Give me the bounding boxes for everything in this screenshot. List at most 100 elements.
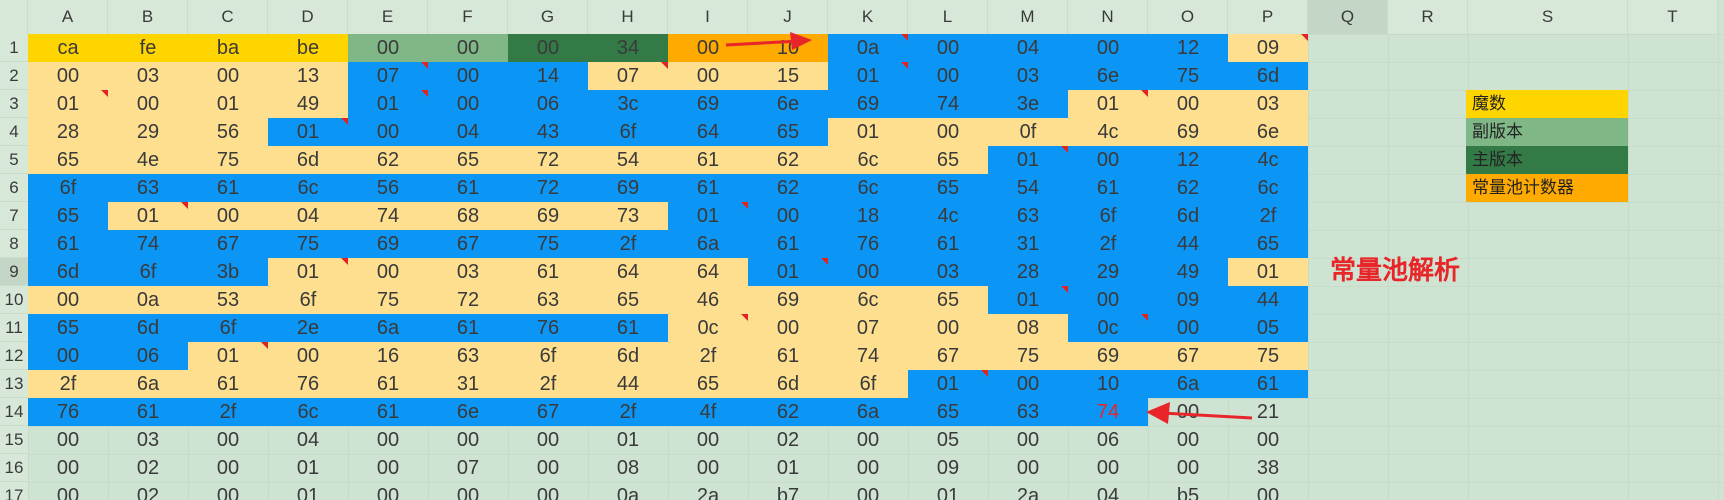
cell-g4[interactable]: 43: [508, 118, 588, 146]
cell-k4[interactable]: 01: [828, 118, 908, 146]
cell-j2[interactable]: 15: [748, 62, 828, 90]
cell-p3[interactable]: 03: [1228, 90, 1308, 118]
cell-j17[interactable]: b7: [776, 485, 800, 500]
column-header-m[interactable]: M: [988, 0, 1068, 34]
cell-a12[interactable]: 00: [28, 342, 108, 370]
cell-g17[interactable]: 00: [536, 485, 560, 500]
cell-p5[interactable]: 4c: [1228, 146, 1308, 174]
column-header-s[interactable]: S: [1468, 0, 1628, 34]
cell-e2[interactable]: 07: [348, 62, 428, 90]
comment-indicator-icon[interactable]: [1141, 90, 1148, 97]
cell-i6[interactable]: 61: [668, 174, 748, 202]
cell-k14[interactable]: 6a: [828, 398, 908, 426]
cell-l1[interactable]: 00: [908, 34, 988, 62]
cell-i16[interactable]: 00: [696, 457, 720, 479]
cell-m16[interactable]: 00: [1016, 457, 1040, 479]
cell-n1[interactable]: 00: [1068, 34, 1148, 62]
cell-a1[interactable]: ca: [28, 34, 108, 62]
cell-p14[interactable]: 21: [1256, 401, 1280, 423]
cell-g15[interactable]: 00: [536, 429, 560, 451]
cell-h13[interactable]: 44: [588, 370, 668, 398]
comment-indicator-icon[interactable]: [1301, 34, 1308, 41]
cell-d15[interactable]: 04: [296, 429, 320, 451]
cell-a8[interactable]: 61: [28, 230, 108, 258]
cell-n10[interactable]: 00: [1068, 286, 1148, 314]
select-all-corner[interactable]: [0, 0, 28, 34]
cell-p1[interactable]: 09: [1228, 34, 1308, 62]
cell-b6[interactable]: 63: [108, 174, 188, 202]
cell-m10[interactable]: 01: [988, 286, 1068, 314]
cell-e4[interactable]: 00: [348, 118, 428, 146]
cell-e17[interactable]: 00: [376, 485, 400, 500]
cell-o5[interactable]: 12: [1148, 146, 1228, 174]
comment-indicator-icon[interactable]: [341, 118, 348, 125]
cell-e1[interactable]: 00: [348, 34, 428, 62]
cell-e14[interactable]: 61: [348, 398, 428, 426]
cell-f17[interactable]: 00: [456, 485, 480, 500]
cell-c6[interactable]: 61: [188, 174, 268, 202]
cell-j7[interactable]: 00: [748, 202, 828, 230]
cell-f3[interactable]: 00: [428, 90, 508, 118]
cell-a3[interactable]: 01: [28, 90, 108, 118]
cell-b10[interactable]: 0a: [108, 286, 188, 314]
cell-i7[interactable]: 01: [668, 202, 748, 230]
cell-k10[interactable]: 6c: [828, 286, 908, 314]
cell-d12[interactable]: 00: [268, 342, 348, 370]
cell-i14[interactable]: 4f: [668, 398, 748, 426]
cell-f11[interactable]: 61: [428, 314, 508, 342]
cell-a9[interactable]: 6d: [28, 258, 108, 286]
cell-p15[interactable]: 00: [1256, 429, 1280, 451]
cell-b12[interactable]: 06: [108, 342, 188, 370]
cell-i3[interactable]: 69: [668, 90, 748, 118]
cell-e13[interactable]: 61: [348, 370, 428, 398]
cell-p13[interactable]: 61: [1228, 370, 1308, 398]
cell-m5[interactable]: 01: [988, 146, 1068, 174]
cell-b13[interactable]: 6a: [108, 370, 188, 398]
cell-g2[interactable]: 14: [508, 62, 588, 90]
row-header-3[interactable]: 3: [0, 90, 28, 118]
column-header-e[interactable]: E: [348, 0, 428, 34]
cell-c1[interactable]: ba: [188, 34, 268, 62]
cell-a10[interactable]: 00: [28, 286, 108, 314]
cell-f6[interactable]: 61: [428, 174, 508, 202]
cell-o14[interactable]: 00: [1176, 401, 1200, 423]
row-header-11[interactable]: 11: [0, 314, 28, 342]
comment-indicator-icon[interactable]: [741, 314, 748, 321]
cell-e12[interactable]: 16: [348, 342, 428, 370]
cell-h10[interactable]: 65: [588, 286, 668, 314]
comment-indicator-icon[interactable]: [901, 62, 908, 69]
cell-f8[interactable]: 67: [428, 230, 508, 258]
cell-e3[interactable]: 01: [348, 90, 428, 118]
cell-m1[interactable]: 04: [988, 34, 1068, 62]
cell-h1[interactable]: 34: [588, 34, 668, 62]
cell-d8[interactable]: 75: [268, 230, 348, 258]
column-header-f[interactable]: F: [428, 0, 508, 34]
cell-k1[interactable]: 0a: [828, 34, 908, 62]
row-header-15[interactable]: 15: [0, 426, 28, 454]
cell-a16[interactable]: 00: [56, 457, 80, 479]
column-header-q[interactable]: Q: [1308, 0, 1388, 34]
cell-o2[interactable]: 75: [1148, 62, 1228, 90]
cell-o4[interactable]: 69: [1148, 118, 1228, 146]
cell-c13[interactable]: 61: [188, 370, 268, 398]
cell-d16[interactable]: 01: [296, 457, 320, 479]
cell-g5[interactable]: 72: [508, 146, 588, 174]
cell-f13[interactable]: 31: [428, 370, 508, 398]
cell-b11[interactable]: 6d: [108, 314, 188, 342]
column-header-j[interactable]: J: [748, 0, 828, 34]
cell-o11[interactable]: 00: [1148, 314, 1228, 342]
cell-l14[interactable]: 65: [908, 398, 988, 426]
cell-f9[interactable]: 03: [428, 258, 508, 286]
cell-k12[interactable]: 74: [828, 342, 908, 370]
cell-d3[interactable]: 49: [268, 90, 348, 118]
row-header-10[interactable]: 10: [0, 286, 28, 314]
column-header-a[interactable]: A: [28, 0, 108, 34]
cell-b4[interactable]: 29: [108, 118, 188, 146]
cell-o6[interactable]: 62: [1148, 174, 1228, 202]
comment-indicator-icon[interactable]: [341, 258, 348, 265]
row-header-12[interactable]: 12: [0, 342, 28, 370]
cell-f1[interactable]: 00: [428, 34, 508, 62]
cell-g9[interactable]: 61: [508, 258, 588, 286]
cell-k9[interactable]: 00: [828, 258, 908, 286]
cell-g7[interactable]: 69: [508, 202, 588, 230]
